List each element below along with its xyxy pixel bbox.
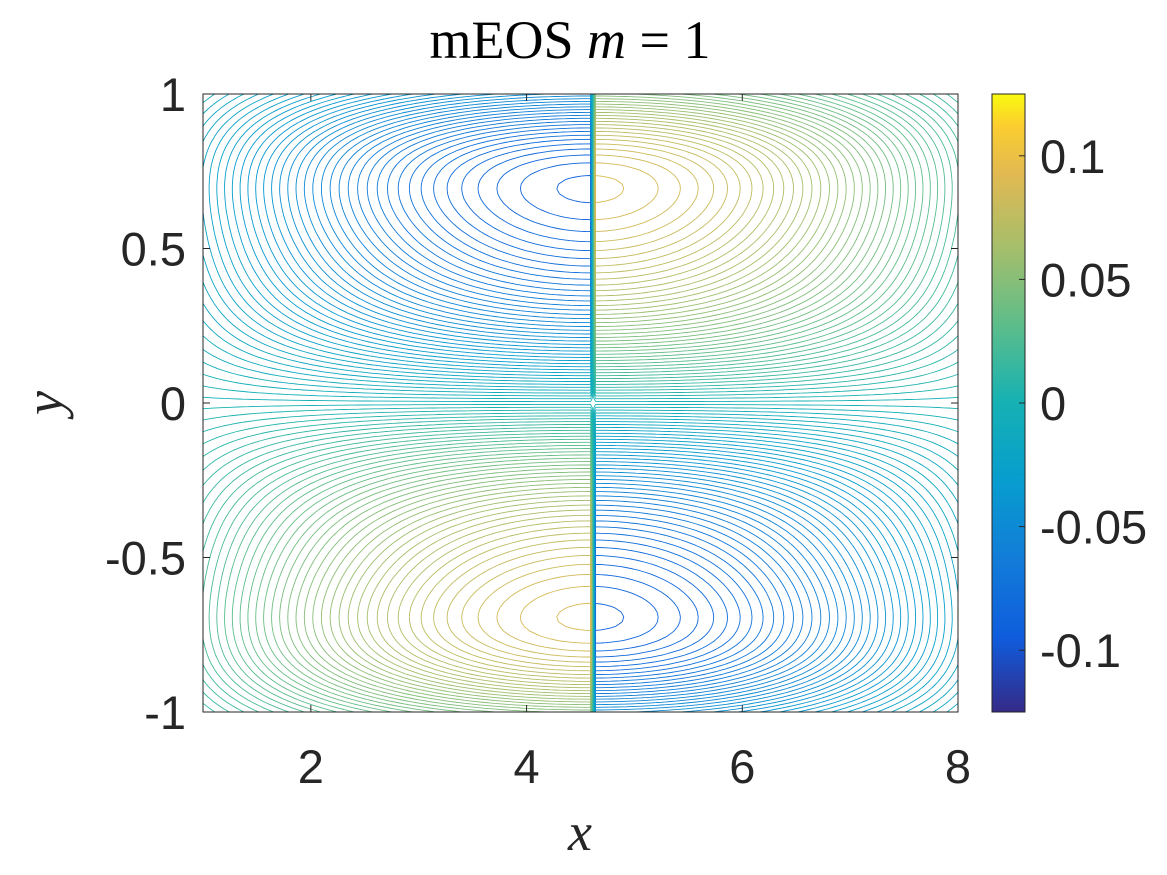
y-tick-label: 0.5 bbox=[121, 223, 186, 276]
contour-level bbox=[556, 175, 625, 631]
colorbar-tick-label: 0 bbox=[1040, 377, 1066, 430]
colorbar-ticks: -0.1 -0.05 0 0.05 0.1 bbox=[1019, 130, 1147, 677]
x-tick-label: 4 bbox=[514, 740, 540, 793]
plot-background bbox=[203, 94, 958, 712]
title-variable: m bbox=[587, 10, 626, 70]
colorbar-tick-label: -0.1 bbox=[1040, 624, 1121, 677]
y-axis-ticks: -1 -0.5 0 0.5 1 bbox=[105, 68, 958, 739]
y-axis-label: y bbox=[14, 391, 74, 420]
colorbar-tick-label: 0.05 bbox=[1040, 253, 1131, 306]
y-tick-label: 1 bbox=[160, 68, 186, 121]
x-axis-ticks: 2 4 6 8 bbox=[298, 94, 971, 793]
x-tick-label: 8 bbox=[945, 740, 971, 793]
x-tick-label: 6 bbox=[729, 740, 755, 793]
contour-level bbox=[477, 148, 699, 658]
contour-level bbox=[357, 111, 813, 695]
chart-title: mEOS m = 1 bbox=[430, 10, 711, 70]
y-tick-label: -1 bbox=[144, 686, 186, 739]
contour-level bbox=[461, 143, 715, 663]
y-tick-label: 0 bbox=[160, 377, 186, 430]
y-tick-label: -0.5 bbox=[105, 532, 186, 585]
x-tick-label: 2 bbox=[298, 740, 324, 793]
colorbar-tick-label: -0.05 bbox=[1040, 501, 1147, 554]
colorbar-tick-label: 0.1 bbox=[1040, 130, 1105, 183]
contour-lines bbox=[202, 93, 959, 713]
x-axis-label: x bbox=[567, 802, 592, 862]
